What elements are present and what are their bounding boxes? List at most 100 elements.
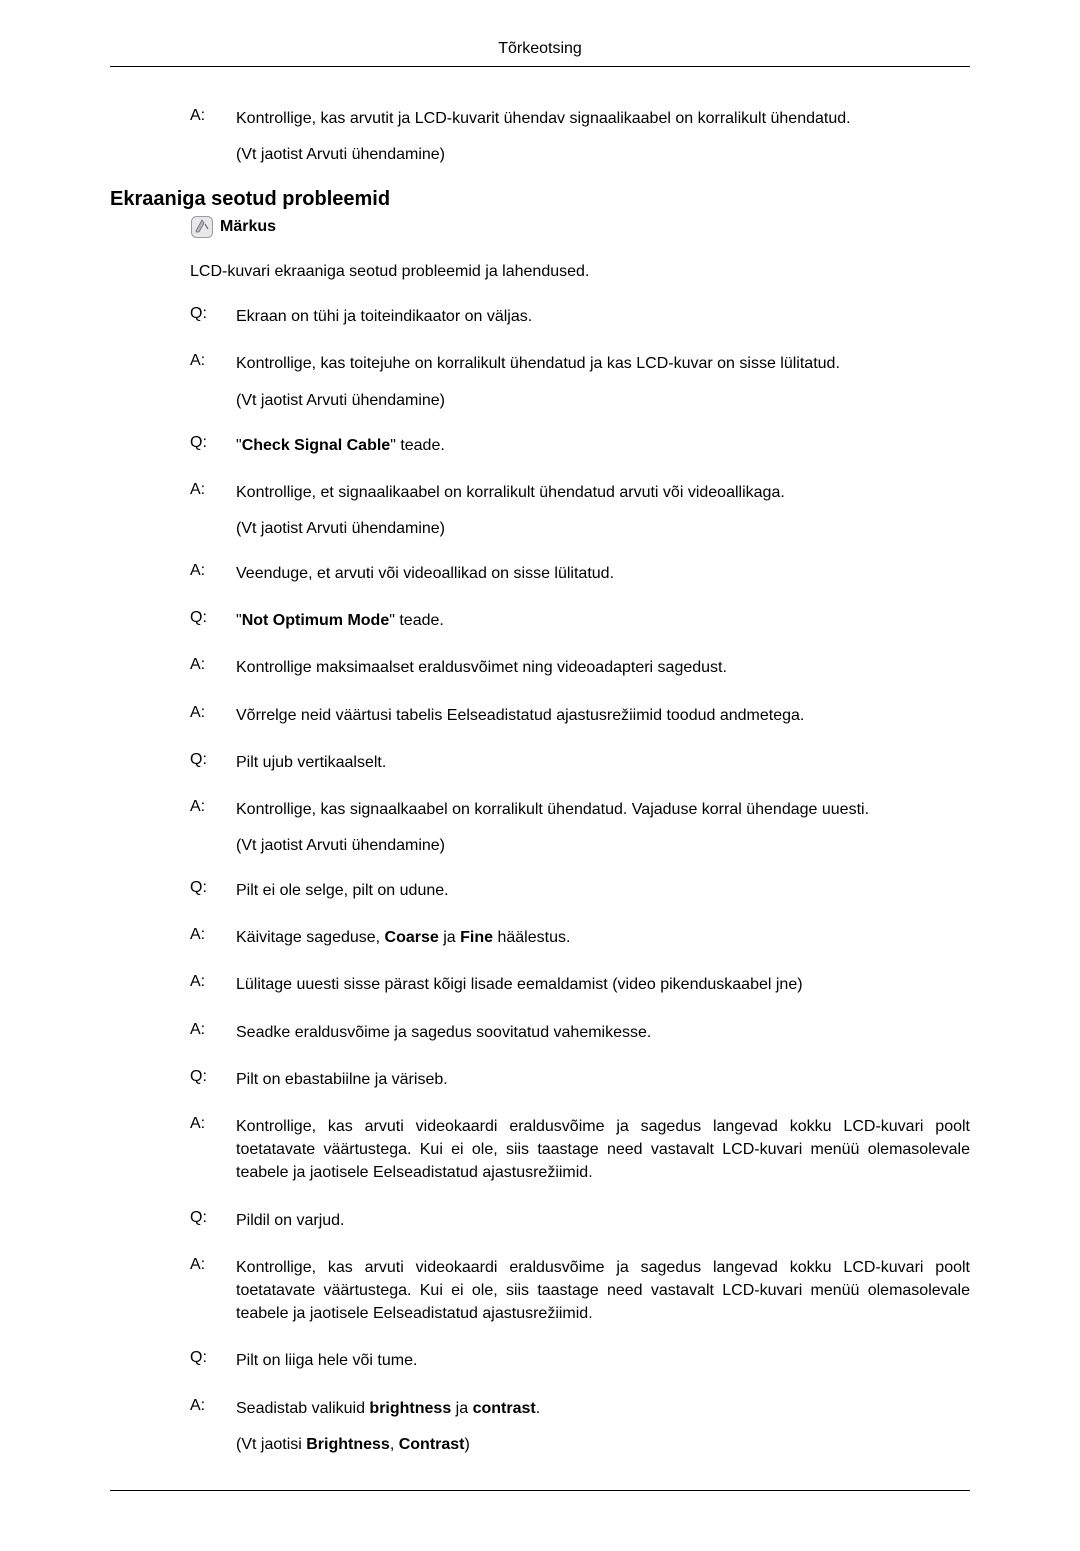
qa-row: Q:Pilt ujub vertikaalselt.: [110, 751, 970, 774]
text-span: " teade.: [389, 612, 444, 629]
qa-text: Kontrollige, kas arvutit ja LCD-kuvarit …: [236, 107, 851, 130]
text-span: Kontrollige, kas toitejuhe on korralikul…: [236, 355, 840, 372]
text-span: Pilt ei ole selge, pilt on udune.: [236, 882, 449, 899]
qa-row: Q:Pilt on ebastabiilne ja väriseb.: [110, 1068, 970, 1091]
bold-text: contrast: [473, 1400, 536, 1417]
text-span: Ekraan on tühi ja toiteindikaator on väl…: [236, 308, 532, 325]
text-span: Lülitage uuesti sisse pärast kõigi lisad…: [236, 976, 803, 993]
qa-marker: A:: [190, 1021, 236, 1039]
qa-marker: A:: [190, 1256, 236, 1274]
bold-text: Not Optimum Mode: [242, 612, 390, 629]
qa-marker: Q:: [190, 305, 236, 323]
qa-text: Kontrollige, kas toitejuhe on korralikul…: [236, 352, 840, 375]
qa-row: A:Kontrollige, kas signaalkaabel on korr…: [110, 798, 970, 821]
qa-text: "Check Signal Cable" teade.: [236, 434, 445, 457]
qa-row: Q:Ekraan on tühi ja toiteindikaator on v…: [110, 305, 970, 328]
qa-marker: Q:: [190, 609, 236, 627]
qa-text: Pilt ujub vertikaalselt.: [236, 751, 386, 774]
text-span: Käivitage sageduse,: [236, 929, 385, 946]
qa-text: Seadke eraldusvõime ja sagedus soovitatu…: [236, 1021, 651, 1044]
qa-row: A:Lülitage uuesti sisse pärast kõigi lis…: [110, 973, 970, 996]
qa-marker: A:: [190, 704, 236, 722]
qa-row: Q:Pildil on varjud.: [110, 1209, 970, 1232]
text-span: Kontrollige maksimaalset eraldusvõimet n…: [236, 659, 727, 676]
qa-text: Pilt on ebastabiilne ja väriseb.: [236, 1068, 448, 1091]
text-span: Pildil on varjud.: [236, 1212, 345, 1229]
note-label: Märkus: [220, 218, 276, 236]
section-heading: Ekraaniga seotud probleemid: [110, 188, 970, 211]
qa-marker: A:: [190, 656, 236, 674]
qa-marker: Q:: [190, 434, 236, 452]
qa-text: Kontrollige, et signaalikaabel on korral…: [236, 481, 785, 504]
qa-row: A:Seadistab valikuid brightness ja contr…: [110, 1397, 970, 1420]
text-span: Veenduge, et arvuti või videoallikad on …: [236, 565, 614, 582]
qa-marker: Q:: [190, 879, 236, 897]
qa-text: Lülitage uuesti sisse pärast kõigi lisad…: [236, 973, 803, 996]
qa-row: A:Kontrollige, kas arvuti videokaardi er…: [110, 1115, 970, 1185]
note-row: Märkus: [110, 215, 970, 239]
qa-marker: A:: [190, 562, 236, 580]
qa-marker: A:: [190, 926, 236, 944]
qa-text: Pilt ei ole selge, pilt on udune.: [236, 879, 449, 902]
bold-text: Fine: [460, 929, 493, 946]
qa-text: Kontrollige, kas arvuti videokaardi eral…: [236, 1115, 970, 1185]
qa-marker: Q:: [190, 1349, 236, 1367]
text-span: Seadke eraldusvõime ja sagedus soovitatu…: [236, 1024, 651, 1041]
text-span: Kontrollige, et signaalikaabel on korral…: [236, 484, 785, 501]
qa-marker: Q:: [190, 1068, 236, 1086]
qa-text: Seadistab valikuid brightness ja contras…: [236, 1397, 540, 1420]
qa-subline: (Vt jaotist Arvuti ühendamine): [110, 837, 970, 855]
qa-text: Käivitage sageduse, Coarse ja Fine hääle…: [236, 926, 570, 949]
qa-marker: A:: [190, 973, 236, 991]
text-span: ja: [439, 929, 460, 946]
text-span: Pilt on liiga hele või tume.: [236, 1352, 417, 1369]
text-span: häälestus.: [493, 929, 570, 946]
qa-row: A:Käivitage sageduse, Coarse ja Fine hää…: [110, 926, 970, 949]
text-span: ): [465, 1436, 470, 1453]
qa-text: Pilt on liiga hele või tume.: [236, 1349, 417, 1372]
bold-text: Check Signal Cable: [242, 437, 391, 454]
qa-subline: (Vt jaotisi Brightness, Contrast): [110, 1436, 970, 1454]
qa-row: Q:"Not Optimum Mode" teade.: [110, 609, 970, 632]
text-span: Kontrollige, kas arvuti videokaardi eral…: [236, 1259, 970, 1322]
qa-marker: A:: [190, 107, 236, 125]
qa-marker: A:: [190, 352, 236, 370]
qa-marker: A:: [190, 1115, 236, 1133]
qa-marker: A:: [190, 798, 236, 816]
footer-rule: [110, 1490, 970, 1491]
text-span: Kontrollige, kas arvuti videokaardi eral…: [236, 1118, 970, 1181]
qa-row: A:Kontrollige, kas toitejuhe on korralik…: [110, 352, 970, 375]
qa-text: Pildil on varjud.: [236, 1209, 345, 1232]
qa-text: Kontrollige, kas arvuti videokaardi eral…: [236, 1256, 970, 1326]
qa-row: A:Kontrollige, kas arvuti videokaardi er…: [110, 1256, 970, 1326]
qa-text: Kontrollige, kas signaalkaabel on korral…: [236, 798, 869, 821]
qa-text: Võrrelge neid väärtusi tabelis Eelseadis…: [236, 704, 804, 727]
bold-text: Brightness: [306, 1436, 390, 1453]
text-span: (Vt jaotisi: [236, 1436, 306, 1453]
text-span: ja: [451, 1400, 472, 1417]
text-span: Võrrelge neid väärtusi tabelis Eelseadis…: [236, 707, 804, 724]
qa-row: Q:"Check Signal Cable" teade.: [110, 434, 970, 457]
note-icon: [190, 215, 214, 239]
header-title: Tõrkeotsing: [498, 40, 582, 57]
qa-row: Q:Pilt on liiga hele või tume.: [110, 1349, 970, 1372]
section-intro: LCD-kuvari ekraaniga seotud probleemid j…: [110, 263, 970, 281]
page-header: Tõrkeotsing: [110, 40, 970, 67]
qa-row: A:Võrrelge neid väärtusi tabelis Eelsead…: [110, 704, 970, 727]
qa-subline: (Vt jaotist Arvuti ühendamine): [110, 520, 970, 538]
text-span: .: [536, 1400, 540, 1417]
qa-list: Q:Ekraan on tühi ja toiteindikaator on v…: [110, 305, 970, 1454]
qa-marker: Q:: [190, 1209, 236, 1227]
text-span: ,: [390, 1436, 399, 1453]
text-span: Pilt ujub vertikaalselt.: [236, 754, 386, 771]
qa-row: Q:Pilt ei ole selge, pilt on udune.: [110, 879, 970, 902]
text-span: Pilt on ebastabiilne ja väriseb.: [236, 1071, 448, 1088]
qa-text: Kontrollige maksimaalset eraldusvõimet n…: [236, 656, 727, 679]
qa-text: Ekraan on tühi ja toiteindikaator on väl…: [236, 305, 532, 328]
qa-row: A:Seadke eraldusvõime ja sagedus soovita…: [110, 1021, 970, 1044]
bold-text: Contrast: [399, 1436, 465, 1453]
text-span: Kontrollige, kas signaalkaabel on korral…: [236, 801, 869, 818]
qa-row-top: A: Kontrollige, kas arvutit ja LCD-kuvar…: [110, 107, 970, 130]
qa-row: A:Kontrollige, et signaalikaabel on korr…: [110, 481, 970, 504]
bold-text: Coarse: [385, 929, 439, 946]
